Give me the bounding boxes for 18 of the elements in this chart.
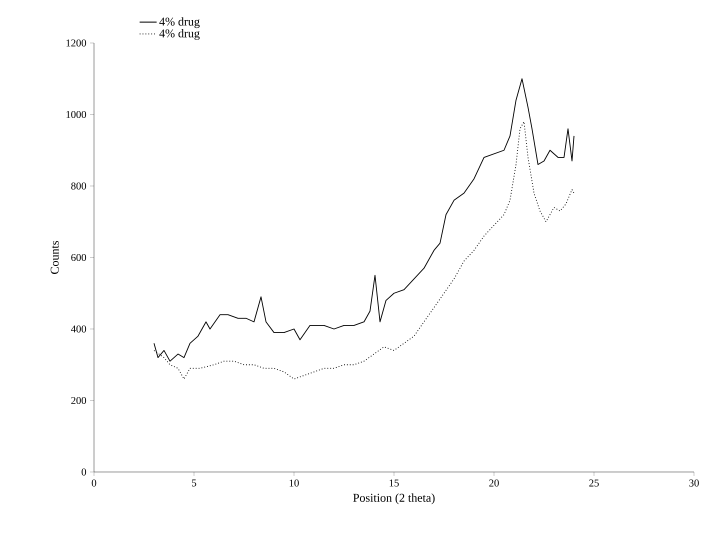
x-tick-label: 0 — [92, 480, 96, 487]
x-tick-label: 25 — [589, 480, 599, 487]
x-tick-label: 20 — [489, 480, 499, 487]
y-tick-label: 400 — [70, 325, 86, 333]
x-tick-label: 15 — [390, 480, 399, 487]
y-tick-label: 0 — [82, 468, 86, 476]
x-tick-label: 5 — [192, 480, 196, 486]
y-axis-title: Counts — [50, 240, 59, 274]
y-tick-label: 200 — [71, 396, 86, 404]
y-tick-label: 600 — [71, 254, 86, 262]
x-axis-title: Position (2 theta) — [353, 493, 435, 504]
y-tick-label: 1000 — [66, 110, 86, 118]
x-tick-label: 30 — [689, 480, 699, 487]
legend-label: 4% drug — [159, 29, 200, 40]
x-tick-label: 10 — [290, 480, 299, 487]
y-tick-label: 800 — [71, 182, 86, 190]
legend-label: 4% drug — [159, 17, 200, 28]
y-tick-label: 1200 — [66, 39, 86, 47]
